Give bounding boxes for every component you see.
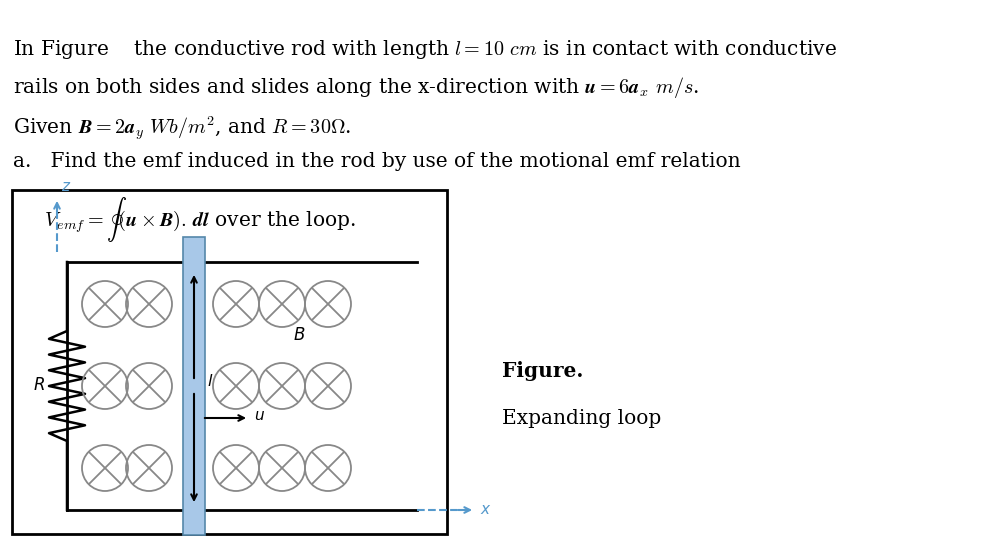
Text: $x$: $x$ — [479, 503, 491, 517]
Text: $u$: $u$ — [253, 409, 264, 423]
Bar — [12, 190, 447, 534]
Text: Given $\boldsymbol{B} = 2\boldsymbol{a}_y$ $Wb/m^2$, and $R = 30\Omega$.: Given $\boldsymbol{B} = 2\boldsymbol{a}_… — [13, 115, 351, 143]
Text: rails on both sides and slides along the x-direction with $\boldsymbol{u} = 6\bo: rails on both sides and slides along the… — [13, 75, 698, 100]
Text: $R$: $R$ — [33, 377, 45, 395]
Bar — [182, 237, 205, 535]
Text: $V_{emf} = \oint(\boldsymbol{u} \times \boldsymbol{B}).\,\boldsymbol{dl}$ over t: $V_{emf} = \oint(\boldsymbol{u} \times \… — [13, 195, 355, 244]
Text: a.   Find the emf induced in the rod by use of the motional emf relation: a. Find the emf induced in the rod by us… — [13, 152, 740, 171]
Text: $l$: $l$ — [207, 372, 213, 390]
Text: Figure.: Figure. — [502, 361, 583, 381]
Text: Expanding loop: Expanding loop — [502, 409, 661, 428]
Text: $B$: $B$ — [293, 327, 305, 345]
Text: In Figure    the conductive rod with length $l = 10$ $cm$ is in contact with con: In Figure the conductive rod with length… — [13, 38, 836, 61]
Text: $z$: $z$ — [61, 180, 71, 194]
